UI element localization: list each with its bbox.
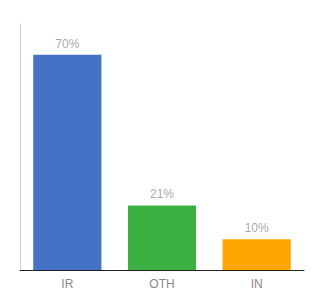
svg-text:IN: IN [251,277,263,291]
svg-text:OTH: OTH [149,277,174,291]
svg-text:21%: 21% [150,187,174,201]
svg-text:10%: 10% [245,221,269,235]
svg-text:70%: 70% [55,37,79,51]
svg-text:IR: IR [61,277,73,291]
